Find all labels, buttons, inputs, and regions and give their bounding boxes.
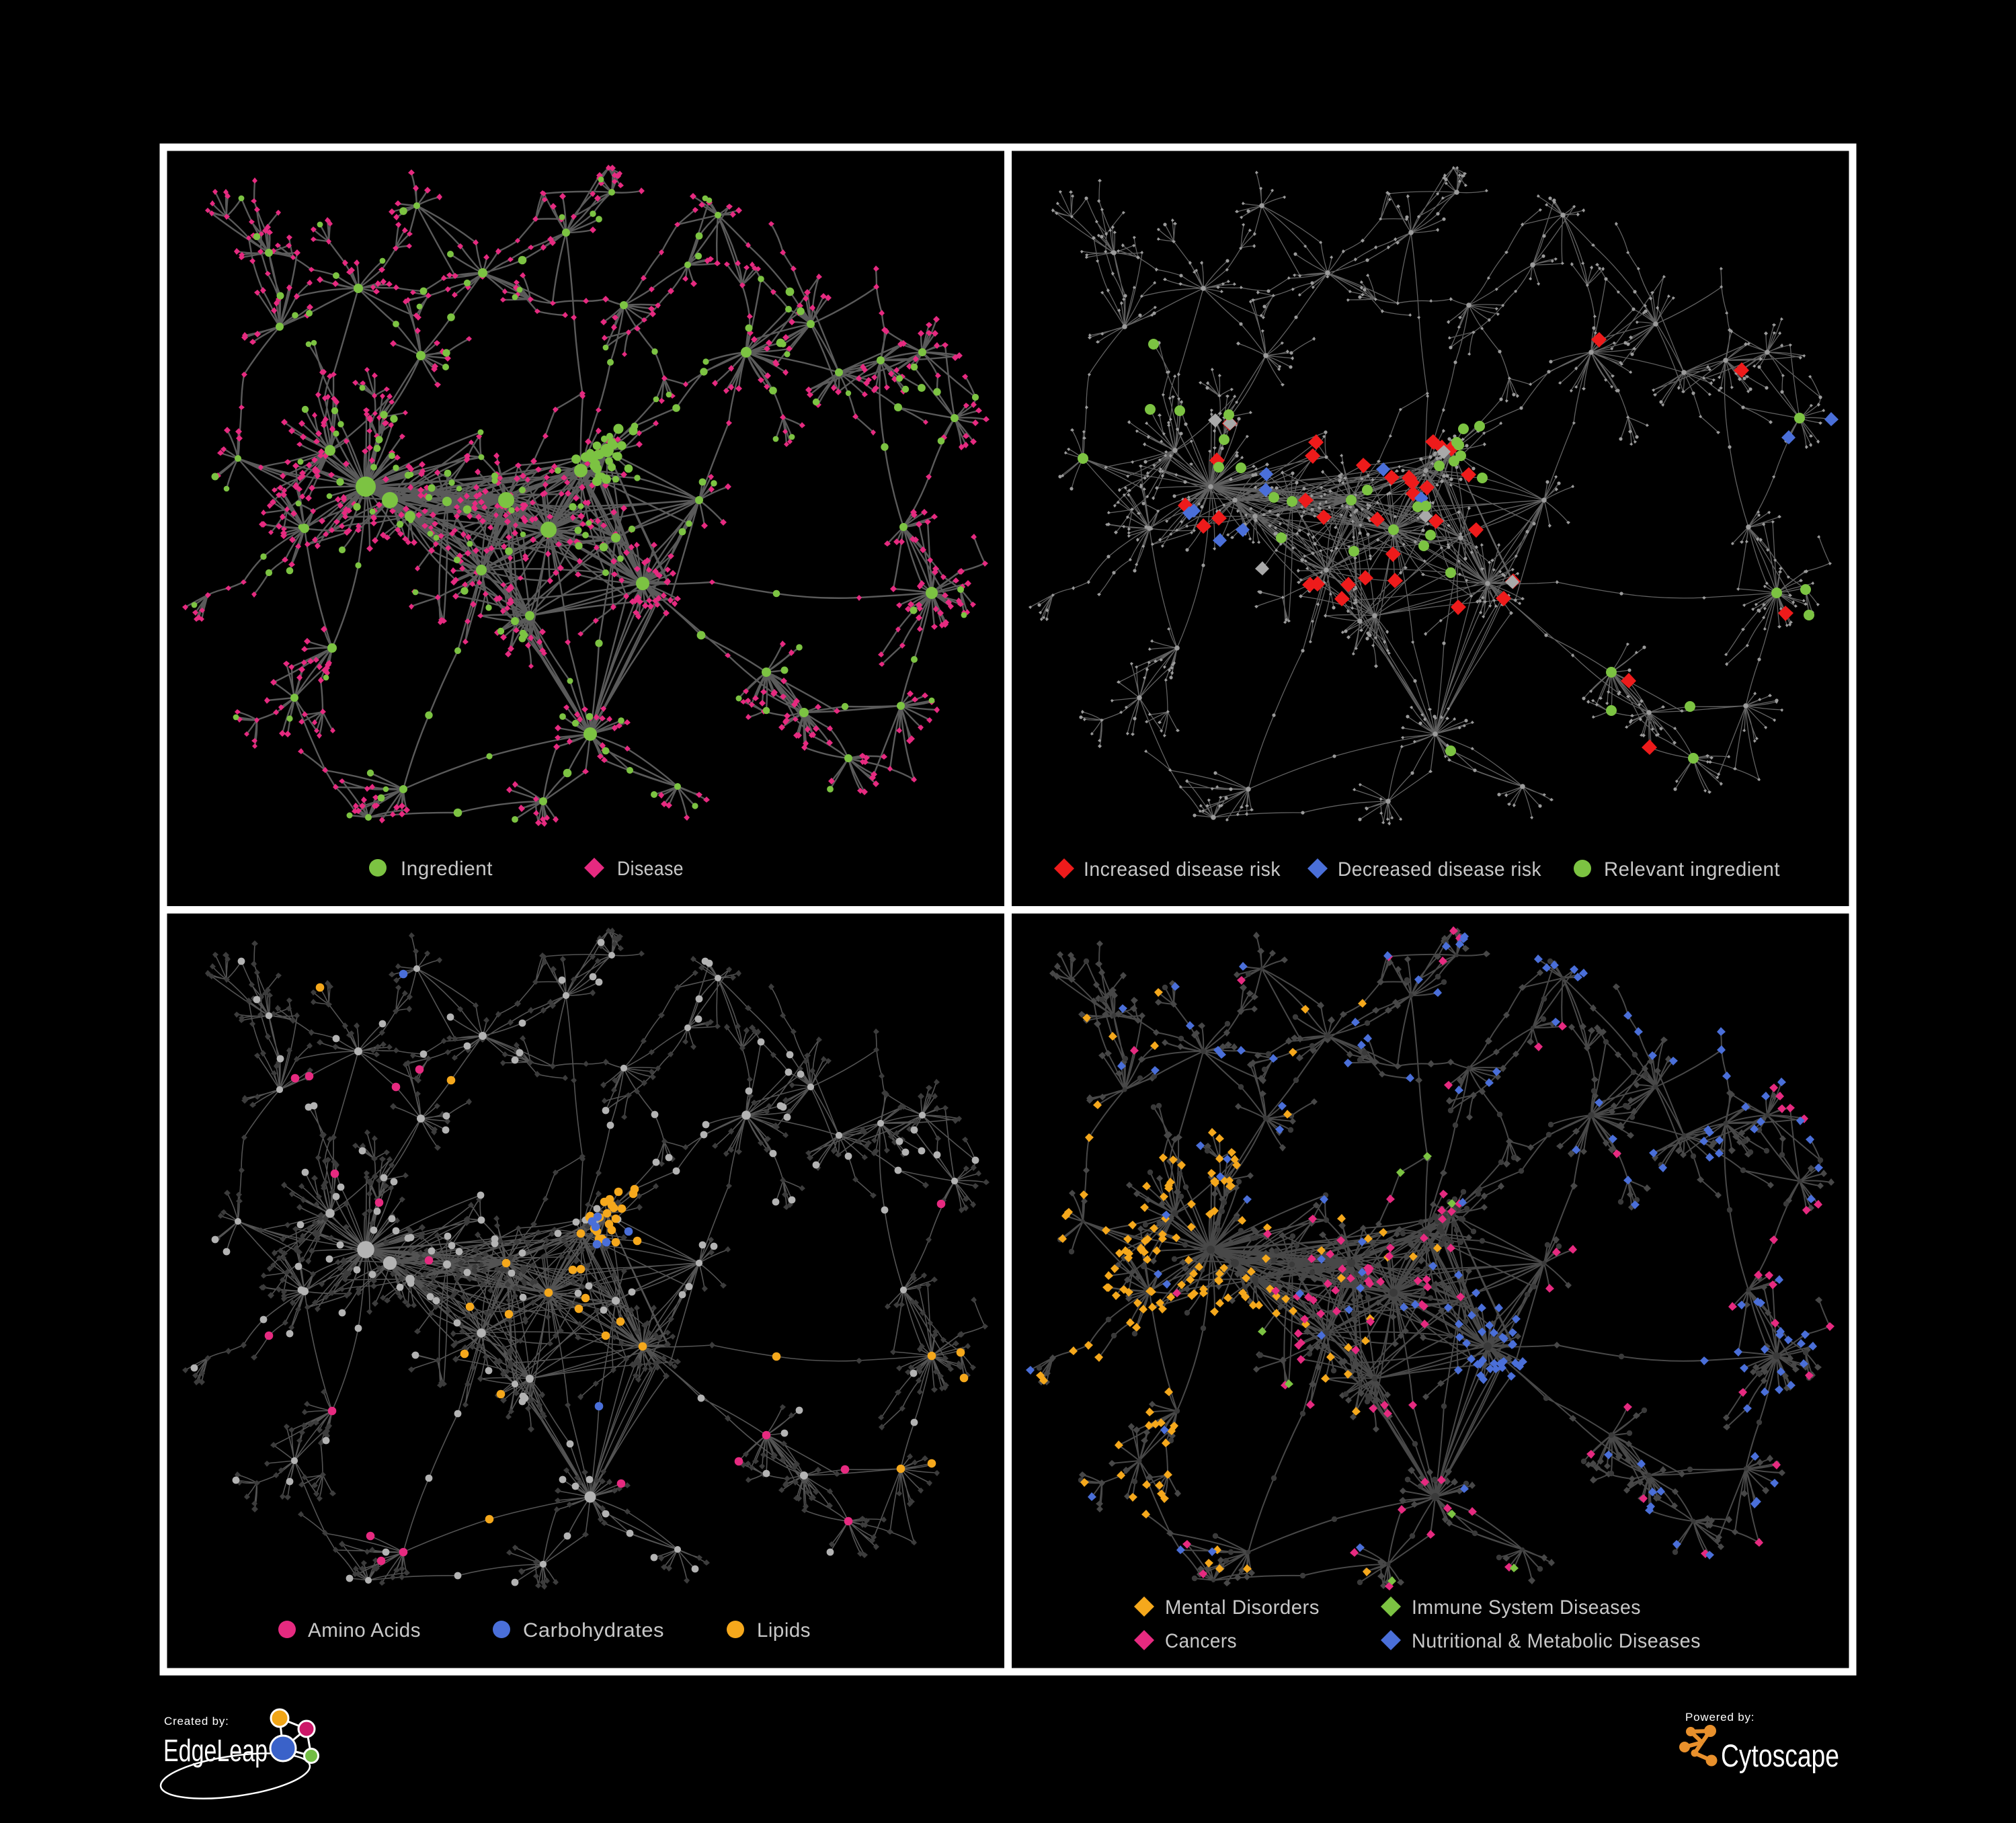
svg-text:Immune System Diseases: Immune System Diseases (1412, 1596, 1641, 1619)
svg-text:Carbohydrates: Carbohydrates (523, 1619, 664, 1642)
svg-text:Mental Disorders: Mental Disorders (1165, 1596, 1320, 1619)
svg-text:Relevant ingredient: Relevant ingredient (1604, 858, 1780, 881)
svg-text:EdgeLeap: EdgeLeap (163, 1733, 268, 1768)
svg-text:Cancers: Cancers (1165, 1630, 1237, 1652)
svg-text:Amino Acids: Amino Acids (308, 1619, 421, 1642)
svg-text:Powered by:: Powered by: (1685, 1711, 1755, 1724)
svg-text:Decreased disease risk: Decreased disease risk (1338, 858, 1541, 881)
svg-text:Created by:: Created by: (164, 1715, 229, 1728)
svg-text:Nutritional & Metabolic Diseas: Nutritional & Metabolic Diseases (1412, 1630, 1701, 1652)
svg-text:Increased disease risk: Increased disease risk (1084, 858, 1281, 881)
svg-text:Disease: Disease (617, 858, 684, 880)
svg-text:Cytoscape: Cytoscape (1721, 1738, 1839, 1773)
svg-text:Lipids: Lipids (757, 1619, 811, 1642)
svg-text:Ingredient: Ingredient (401, 858, 493, 880)
